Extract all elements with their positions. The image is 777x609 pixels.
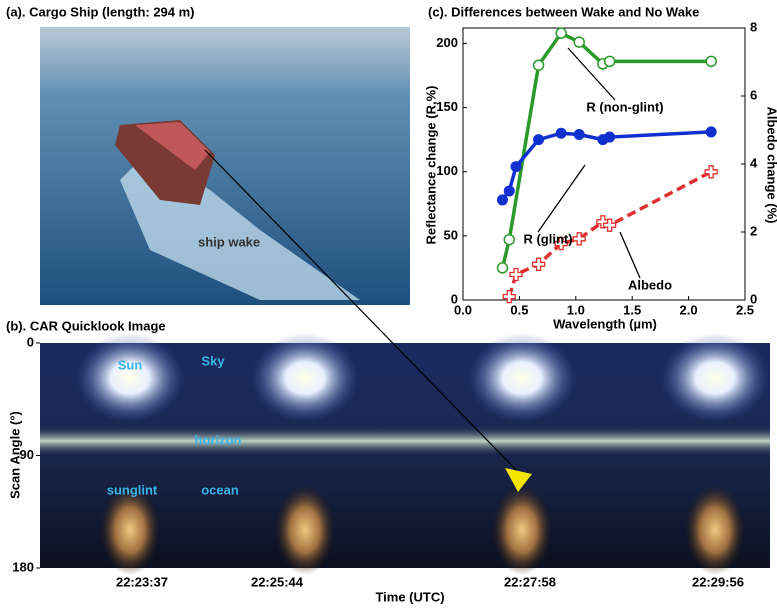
point bbox=[574, 37, 584, 47]
point bbox=[497, 194, 508, 205]
x-tick-label: 22:25:44 bbox=[251, 574, 304, 589]
image-label: Sky bbox=[201, 353, 225, 368]
image-label: Sun bbox=[118, 357, 143, 372]
point bbox=[556, 28, 566, 38]
sun-glow bbox=[75, 333, 185, 423]
point bbox=[533, 258, 545, 270]
x-tick-label: 1.0 bbox=[567, 302, 585, 317]
glint-glow bbox=[492, 485, 552, 575]
y-tick-label: 150 bbox=[436, 99, 458, 114]
image-label: ocean bbox=[201, 482, 239, 497]
point bbox=[706, 56, 716, 66]
point bbox=[497, 263, 507, 273]
sun-glow bbox=[660, 333, 770, 423]
annotation-arrow bbox=[620, 232, 640, 278]
point bbox=[706, 126, 717, 137]
point bbox=[705, 166, 717, 178]
glint-glow bbox=[100, 485, 160, 575]
figure: (a). Cargo Ship (length: 294 m) ship wak… bbox=[0, 0, 777, 604]
x-tick-label: 1.5 bbox=[623, 302, 641, 317]
y-tick-label: 0 bbox=[27, 334, 34, 349]
wake-label: ship wake bbox=[198, 234, 260, 249]
quicklook-image bbox=[40, 333, 770, 575]
y-tick-label: 200 bbox=[436, 35, 458, 50]
panel-b-title: (b). CAR Quicklook Image bbox=[6, 318, 166, 333]
sun-glow bbox=[467, 333, 577, 423]
y-tick-label: 50 bbox=[444, 227, 458, 242]
y-tick-label: 0 bbox=[451, 291, 458, 306]
point bbox=[503, 291, 515, 303]
annotation-arrow bbox=[538, 165, 585, 232]
glint-glow bbox=[685, 485, 745, 575]
glint-glow bbox=[275, 485, 335, 575]
point bbox=[605, 56, 615, 66]
point bbox=[510, 269, 522, 281]
y2-tick-label: 4 bbox=[750, 155, 758, 170]
point bbox=[504, 235, 514, 245]
point bbox=[604, 132, 615, 143]
y2-tick-label: 8 bbox=[750, 19, 757, 34]
y-tick-label: 180 bbox=[12, 559, 34, 574]
y2-tick-label: 0 bbox=[750, 291, 757, 306]
annotation: R (non-glint) bbox=[586, 99, 663, 114]
panel-a-title: (a). Cargo Ship (length: 294 m) bbox=[6, 4, 195, 19]
sun-glow bbox=[250, 333, 360, 423]
x-tick-label: 22:29:56 bbox=[692, 574, 744, 589]
y-tick-label: 90 bbox=[20, 447, 34, 462]
chart-title: (c). Differences between Wake and No Wak… bbox=[428, 4, 699, 19]
point bbox=[556, 128, 567, 139]
point bbox=[533, 134, 544, 145]
y2-tick-label: 2 bbox=[750, 223, 757, 238]
annotation: R (glint) bbox=[523, 231, 572, 246]
x-axis-label: Wavelength (µm) bbox=[553, 316, 657, 331]
x-tick-label: 22:27:58 bbox=[504, 574, 556, 589]
annotation: Albedo bbox=[628, 277, 672, 292]
x-tick-label: 0.5 bbox=[510, 302, 528, 317]
image-label: horizon bbox=[195, 432, 242, 447]
point bbox=[511, 161, 522, 172]
x-label: Time (UTC) bbox=[375, 589, 444, 604]
y2-axis-label: Albedo change (%) bbox=[765, 106, 777, 223]
image-label: sunglint bbox=[107, 482, 158, 497]
ship-photo bbox=[40, 27, 410, 305]
y-tick-label: 100 bbox=[436, 163, 458, 178]
point bbox=[504, 185, 515, 196]
y2-tick-label: 6 bbox=[750, 87, 757, 102]
x-tick-label: 22:23:37 bbox=[116, 574, 168, 589]
point bbox=[574, 129, 585, 140]
x-tick-label: 2.0 bbox=[680, 302, 698, 317]
point bbox=[534, 60, 544, 70]
